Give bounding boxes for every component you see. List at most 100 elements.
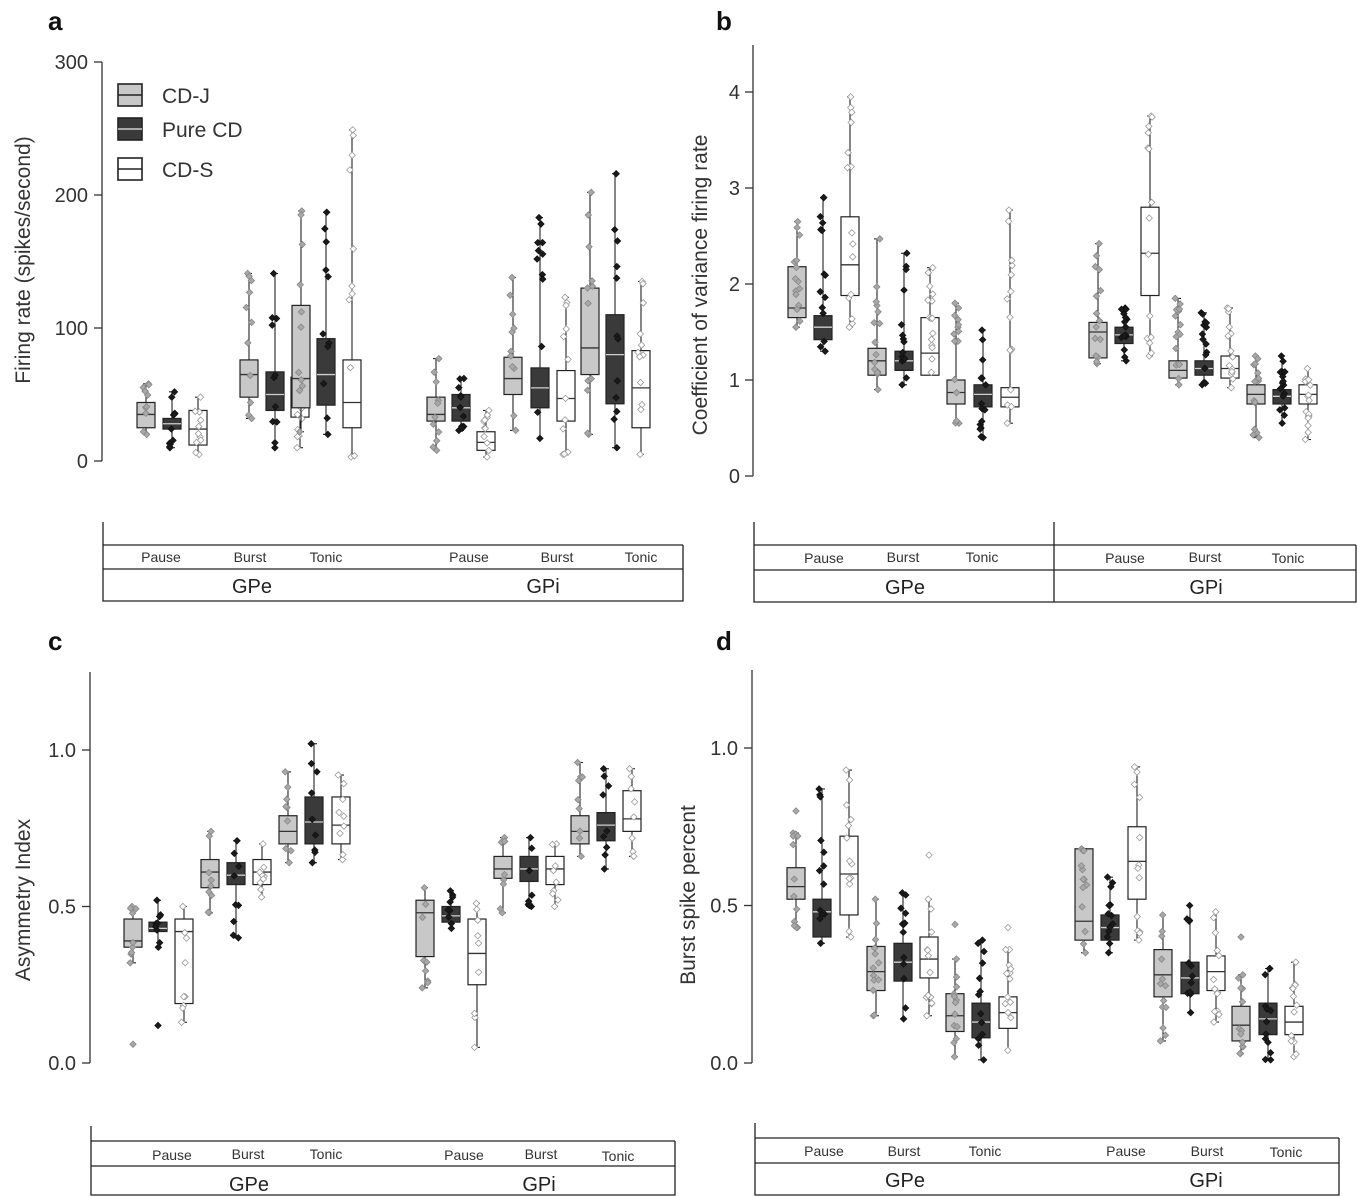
data-point	[847, 118, 855, 127]
data-point	[847, 108, 856, 117]
data-point	[821, 293, 829, 302]
data-point	[951, 1010, 959, 1018]
data-point	[335, 808, 343, 817]
y-axis-label: Coefficient of variance firing rate	[689, 135, 712, 436]
data-point	[902, 374, 911, 382]
data-point	[525, 866, 534, 875]
data-point	[170, 388, 179, 396]
data-point	[435, 354, 443, 363]
data-point	[978, 1030, 987, 1039]
iqr-box	[415, 899, 435, 958]
data-point	[247, 318, 256, 327]
data-point	[874, 958, 883, 967]
data-point	[562, 325, 571, 333]
data-point	[1261, 970, 1269, 979]
data-point	[790, 921, 799, 930]
data-point	[951, 299, 959, 307]
data-point	[816, 793, 825, 801]
data-point	[842, 766, 850, 774]
data-point	[1186, 988, 1194, 996]
data-point	[179, 902, 187, 911]
data-point	[1266, 1048, 1275, 1057]
data-point	[927, 905, 935, 913]
data-point	[155, 938, 164, 947]
data-point	[242, 303, 251, 312]
data-point	[207, 882, 215, 890]
region-label-gpi: GPi	[1189, 1170, 1222, 1192]
panel-d: d 0.0 0.5 1.0 Burst spike percent Pause Burst T…	[677, 626, 1340, 1196]
data-point	[319, 379, 328, 388]
data-point	[474, 939, 483, 948]
data-point	[196, 416, 205, 424]
data-point	[1202, 319, 1211, 327]
data-point	[431, 413, 439, 422]
data-point	[1213, 946, 1222, 955]
data-point	[272, 314, 281, 323]
data-point	[1081, 948, 1090, 957]
box-gpi-tonic-2	[622, 765, 642, 861]
panel-letter: d	[716, 626, 732, 656]
box-gpe-tonic-0	[946, 299, 966, 427]
data-point	[1092, 352, 1100, 360]
data-point	[978, 326, 986, 334]
data-point	[1144, 250, 1153, 259]
data-point	[349, 245, 358, 253]
data-point	[560, 450, 569, 458]
data-point	[1096, 335, 1104, 344]
data-point	[1229, 375, 1237, 383]
data-point	[1081, 927, 1089, 936]
data-point	[233, 837, 241, 845]
data-point	[526, 833, 535, 842]
data-point	[627, 772, 636, 781]
data-point	[1251, 360, 1260, 368]
data-point	[1007, 287, 1015, 296]
data-point	[637, 405, 645, 414]
data-point	[952, 983, 961, 991]
box-gpi-burst-2	[556, 293, 576, 459]
data-point	[229, 917, 238, 926]
data-point	[271, 443, 279, 452]
data-point	[929, 263, 937, 272]
data-point	[610, 415, 618, 423]
iqr-box	[1206, 955, 1226, 992]
data-point	[612, 394, 620, 402]
data-point	[872, 919, 881, 928]
data-point	[848, 315, 856, 323]
data-point	[1237, 1030, 1245, 1038]
data-point	[483, 453, 491, 461]
box-gpi-tonic-1	[596, 765, 616, 873]
box-gpe-burst-1	[893, 889, 913, 1023]
y-tick-label: 2	[729, 274, 740, 296]
data-point	[268, 321, 277, 329]
data-point	[818, 226, 826, 235]
data-point	[534, 238, 542, 247]
data-point	[1306, 381, 1314, 389]
data-point	[901, 909, 910, 917]
data-point	[977, 432, 985, 441]
category-table: Pause Burst Tonic Pause Burst Tonic GPe GPi	[90, 1126, 676, 1196]
data-point	[564, 448, 572, 456]
box-gpe-burst-1	[265, 269, 285, 452]
data-point	[875, 319, 884, 328]
data-point	[815, 785, 823, 793]
data-point	[870, 318, 878, 327]
data-point	[614, 335, 622, 343]
data-point	[537, 342, 546, 351]
data-point	[1236, 1049, 1244, 1058]
data-point	[245, 272, 253, 281]
data-point	[1301, 435, 1310, 444]
data-point	[975, 974, 984, 983]
data-point	[1135, 833, 1144, 842]
data-point	[903, 249, 911, 258]
data-point	[294, 368, 303, 377]
data-point	[1147, 333, 1155, 342]
data-point	[976, 1010, 985, 1018]
data-point	[981, 406, 989, 414]
data-point	[1159, 996, 1168, 1005]
data-point	[154, 943, 163, 951]
data-point	[1304, 375, 1313, 384]
data-point	[430, 368, 439, 376]
data-point	[447, 924, 456, 933]
data-point	[296, 280, 304, 289]
data-point	[584, 211, 593, 219]
